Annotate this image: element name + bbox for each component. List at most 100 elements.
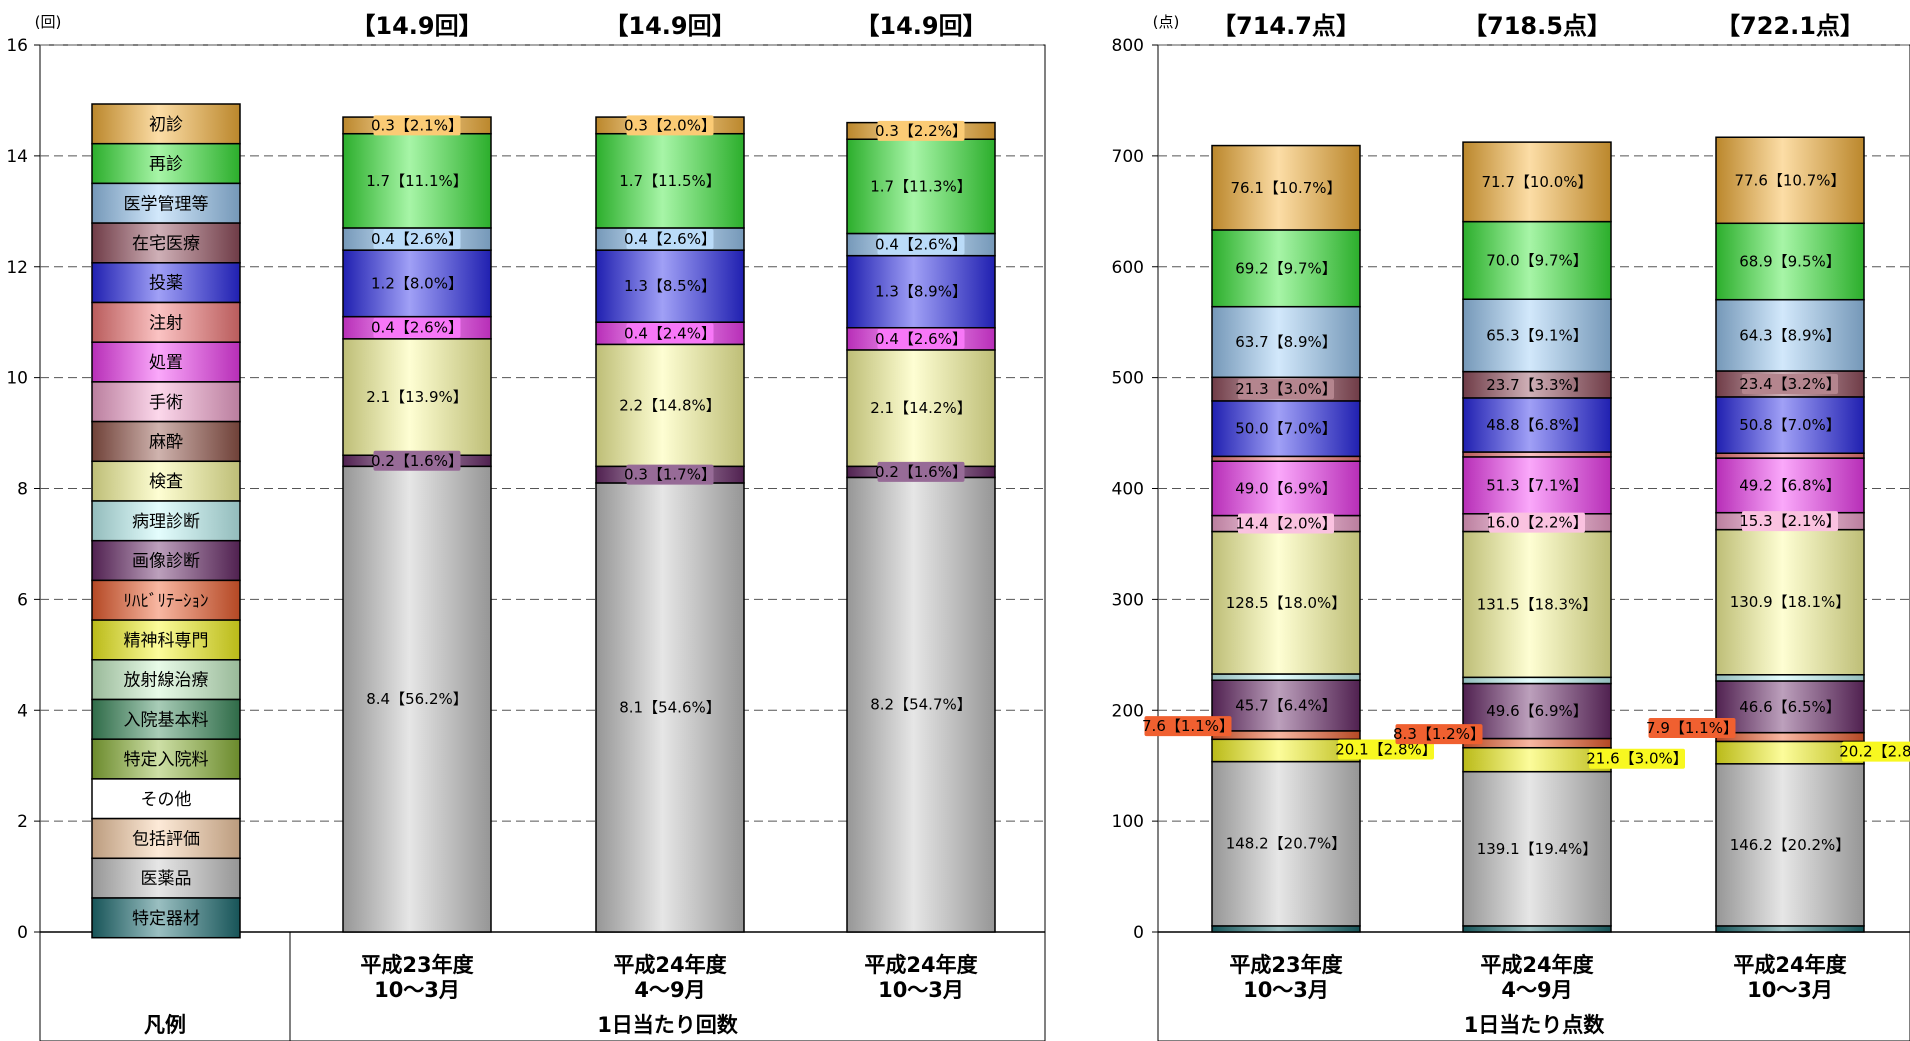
right-unit-label: (点) [1153,13,1180,31]
legend-swatch [91,698,241,740]
right-data-label-box [1238,513,1334,534]
right-bar-segment [1715,457,1865,514]
right-bar-segment [1462,770,1612,927]
left-data-label: 1.3【8.9%】 [875,283,967,301]
right-bar-segment [1462,397,1612,453]
legend-label: 包括評価 [132,829,200,849]
legend-label: 入院基本料 [124,710,209,730]
left-data-label: 0.4【2.6%】 [875,330,967,348]
legend-swatch [91,262,241,304]
right-category-label: 4～9月 [1501,978,1572,1002]
right-bar-segment [1211,460,1361,517]
right-total-label: 【718.5点】 [1463,12,1611,40]
right-data-label: 69.2【9.7%】 [1235,259,1337,277]
left-bar-segment [846,254,996,329]
legend-title: 凡例 [144,1013,186,1037]
legend-label: その他 [141,790,192,810]
left-tick-label: 6 [17,590,28,610]
right-data-label: 49.2【6.8%】 [1739,476,1841,494]
right-category-label: 平成24年度 [1733,953,1846,977]
right-data-label-box [1489,512,1585,533]
right-data-label-box [1144,716,1232,737]
right-data-label: 14.4【2.0%】 [1235,515,1337,533]
legend-label: 病理診断 [132,512,200,532]
left-tick-label: 14 [6,147,28,167]
right-bar-segment [1715,528,1865,676]
right-category-label: 10～3月 [1747,978,1833,1002]
right-data-label-box [1338,739,1434,760]
right-bar-segment [1211,730,1361,741]
left-data-label-box [626,229,714,250]
legend-swatch [91,341,241,383]
legend-swatch [91,142,241,185]
right-data-label: 76.1【10.7%】 [1230,179,1341,197]
legend-label: 検査 [149,472,183,492]
legend-label: 医薬品 [141,869,192,889]
right-data-label-box [1648,718,1736,739]
right-plot-frame [1157,44,1910,1041]
right-tick-label: 700 [1112,147,1144,167]
right-tick-label: 400 [1112,480,1144,500]
right-data-label: 50.0【7.0%】 [1235,420,1337,438]
right-bar-segment [1462,737,1612,749]
left-data-label-box [877,328,965,349]
right-axis-title: 1日当たり点数 [1464,1013,1606,1037]
right-bar-segment [1211,530,1361,675]
left-data-label: 0.2【1.6%】 [371,452,463,470]
left-unit-label: (回) [35,13,62,31]
left-data-label: 0.4【2.6%】 [624,230,716,248]
legend-label: 特定入院料 [124,750,209,770]
left-category-label: 4～9月 [634,978,705,1002]
right-tick-label: 100 [1112,812,1144,832]
left-data-label: 2.1【14.2%】 [870,399,972,417]
right-data-label: 7.6【1.1%】 [1142,717,1234,735]
left-data-label-box [373,317,461,338]
right-data-label: 146.2【20.2%】 [1730,836,1851,854]
legend-label: ﾘﾊﾋﾞﾘﾃｰｼｮﾝ [124,591,209,611]
right-data-label-box [1842,741,1910,762]
left-bar-segment [342,338,492,456]
left-tick-label: 0 [17,923,28,943]
legend-swatch [91,897,241,939]
legend-label: 注射 [149,313,183,333]
right-data-label: 63.7【8.9%】 [1235,333,1337,351]
legend-label: 手術 [149,393,183,413]
right-data-label: 49.0【6.9%】 [1235,479,1337,497]
left-data-label-box [373,115,461,136]
left-total-label: 【14.9回】 [604,12,735,40]
legend-label: 放射線治療 [124,671,209,691]
left-data-label: 0.4【2.6%】 [875,236,967,254]
right-total-label: 【722.1点】 [1716,12,1864,40]
left-data-label: 0.2【1.6%】 [875,463,967,481]
left-total-label: 【14.9回】 [855,12,986,40]
left-bar-segment [595,482,745,933]
left-category-label: 10～3月 [374,978,460,1002]
left-data-label: 8.4【56.2%】 [366,690,468,708]
left-tick-label: 8 [17,480,28,500]
legend-swatch [91,659,241,701]
left-tick-label: 4 [17,701,28,721]
left-bar-segment [846,138,996,235]
right-data-label: 49.6【6.9%】 [1486,702,1588,720]
right-data-label: 15.3【2.1%】 [1739,512,1841,530]
legend-swatch [91,301,241,343]
left-data-label-box [626,464,714,485]
right-data-label: 21.3【3.0%】 [1235,380,1337,398]
left-data-label-box [626,323,714,344]
left-data-label-box [373,229,461,250]
legend-label: 医学管理等 [124,194,209,214]
right-data-label: 70.0【9.7%】 [1486,251,1588,269]
left-data-label: 8.1【54.6%】 [619,698,721,716]
right-bar-1: 139.1【19.4%】 21.6【3.0%】 8.3【1.2%】49.6【6.9%… [1393,141,1688,933]
left-bar-0: 8.4【56.2%】 0.2【1.6%】 2.1【13.9%】 0.4【2.6%】 1.… [342,115,492,933]
right-bar-segment [1715,674,1865,682]
left-data-label: 0.3【2.0%】 [624,116,716,134]
right-data-label: 139.1【19.4%】 [1477,840,1598,858]
left-data-label-box [877,120,965,141]
left-data-label: 0.3【1.7%】 [624,466,716,484]
right-data-label: 21.6【3.0%】 [1586,750,1688,768]
right-data-label: 45.7【6.4%】 [1235,697,1337,715]
right-bar-segment [1211,305,1361,379]
